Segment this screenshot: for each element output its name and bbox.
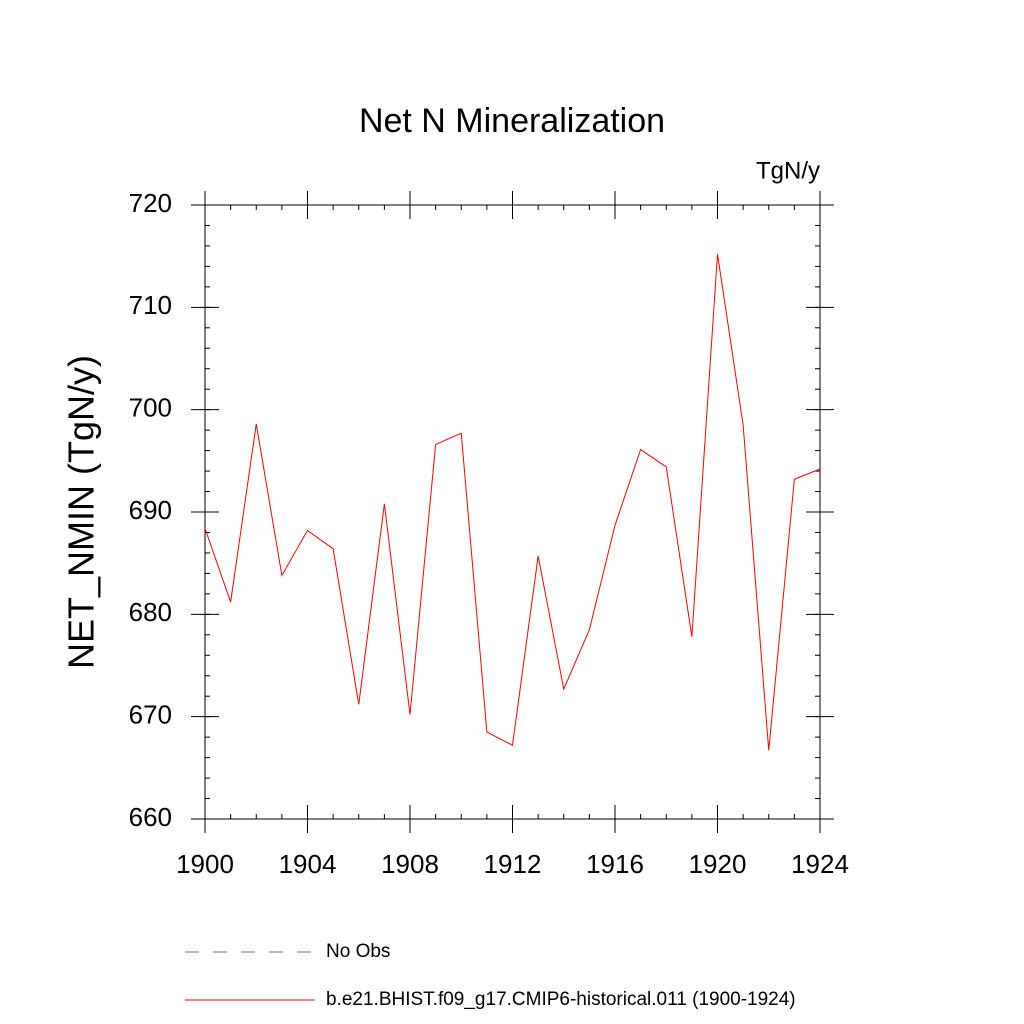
y-tick-label: 670 [129,700,172,730]
legend-label: b.e21.BHIST.f09_g17.CMIP6-historical.011… [326,989,796,1010]
data-line [204,254,821,751]
x-tick-label: 1924 [791,849,849,879]
x-tick-label: 1912 [484,849,542,879]
y-tick-label: 720 [129,188,172,218]
y-tick-label: 710 [129,290,172,320]
y-tick-label: 680 [129,597,172,627]
y-tick-label: 690 [129,495,172,525]
y-tick-label: 660 [129,802,172,832]
chart-title: Net N Mineralization [359,102,665,140]
y-axis-label: NET_NMIN (TgN/y) [61,355,102,669]
x-tick-label: 1920 [689,849,747,879]
x-tick-label: 1904 [279,849,337,879]
x-tick-label: 1916 [586,849,644,879]
x-tick-label: 1900 [176,849,234,879]
y-tick-label: 700 [129,393,172,423]
legend-label: No Obs [326,941,390,962]
units-label: TgN/y [756,157,820,184]
x-tick-label: 1908 [381,849,439,879]
